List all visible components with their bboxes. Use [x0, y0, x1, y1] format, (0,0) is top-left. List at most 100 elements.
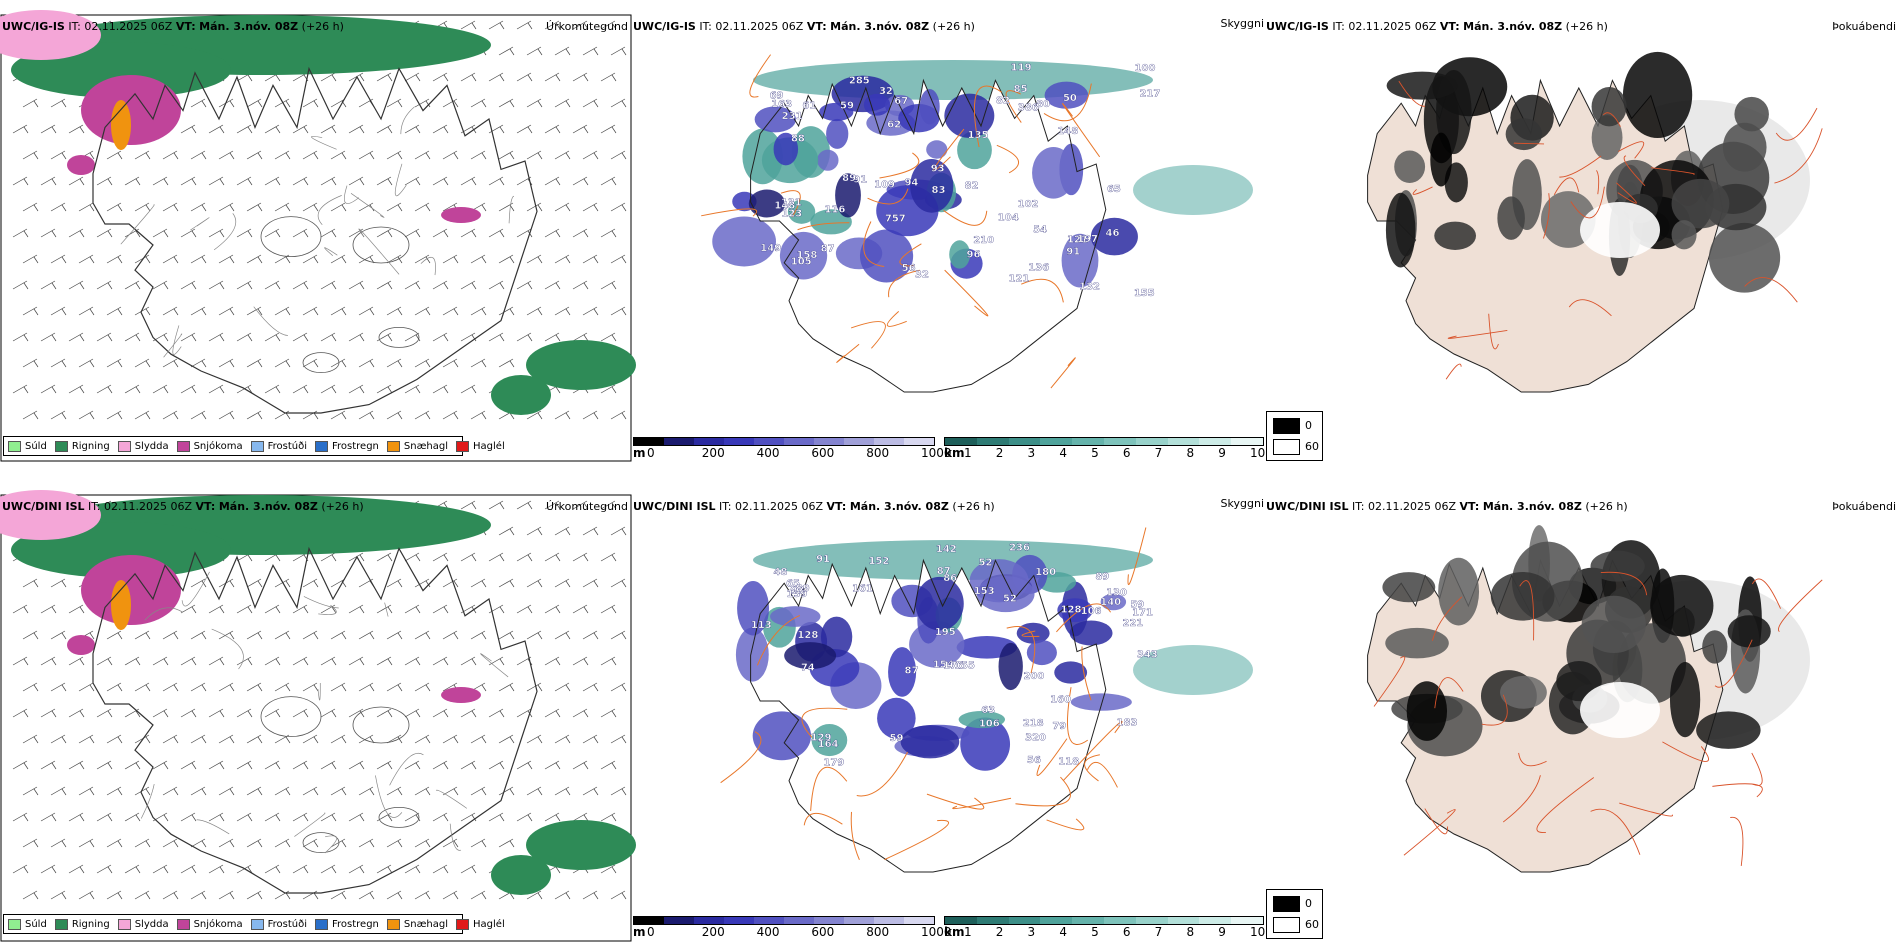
- legend-item: Snæhagl: [386, 918, 448, 930]
- wind-barb: [152, 228, 169, 238]
- visibility-ticks-bottom: km 1 2 3 4 5 6 7 8 9 10: [944, 925, 1265, 939]
- wind-barb: [442, 786, 459, 796]
- colorbar-tick-label: 0: [647, 925, 655, 939]
- wind-barb: [40, 812, 57, 822]
- wind-barb: [236, 708, 253, 718]
- colorbar-tick-label: 800: [866, 446, 890, 460]
- road-line: [1714, 639, 1753, 688]
- wind-barb: [572, 72, 589, 82]
- fog-indicator-map: [1367, 51, 1823, 393]
- ceiling-value-label: 50: [1063, 93, 1077, 104]
- wind-barb: [96, 228, 113, 238]
- field-blob: [1394, 150, 1426, 183]
- wind-barb: [190, 682, 207, 692]
- wind-barb: [544, 812, 561, 822]
- wind-barb: [582, 46, 599, 56]
- wind-barb: [414, 306, 431, 316]
- wind-barb: [498, 150, 515, 160]
- colorbar-tick-label: 8: [1186, 446, 1195, 460]
- wind-barb: [236, 760, 253, 770]
- wind-barb: [470, 838, 487, 848]
- field-blob: [949, 240, 971, 269]
- wind-barb: [218, 150, 235, 160]
- wind-barb: [68, 760, 85, 770]
- wind-barb: [554, 306, 571, 316]
- road-line: [1559, 155, 1602, 178]
- wind-barb: [498, 46, 515, 56]
- wind-barb: [330, 202, 347, 212]
- colorbar-segment: [784, 438, 814, 445]
- wind-barb: [582, 578, 599, 588]
- wind-barb: [572, 20, 589, 30]
- wind-barb: [460, 72, 477, 82]
- wind-barb: [330, 630, 347, 640]
- glacier-outline: [302, 352, 340, 374]
- wind-barb: [40, 124, 57, 134]
- road-line: [701, 208, 758, 217]
- wind-barb: [554, 630, 571, 640]
- wind-barb: [554, 786, 571, 796]
- wind-barb: [414, 734, 431, 744]
- wind-barb: [134, 734, 151, 744]
- wind-barb: [600, 500, 617, 510]
- wind-barb: [40, 332, 57, 342]
- wind-barb: [376, 864, 393, 874]
- wind-barb: [180, 228, 197, 238]
- wind-barb: [106, 682, 123, 692]
- fog-legend-top: 0 60: [1266, 411, 1323, 461]
- ceiling-value-label: 136: [1028, 263, 1049, 274]
- wind-barb: [302, 682, 319, 692]
- colorbar-tick-label: 800: [866, 925, 890, 939]
- wind-barb: [330, 890, 347, 900]
- wind-barb: [106, 786, 123, 796]
- wind-barb: [544, 124, 561, 134]
- wind-barb: [190, 358, 207, 368]
- wind-barb: [50, 358, 67, 368]
- wind-barb: [78, 410, 95, 420]
- road-line: [384, 602, 389, 617]
- road-line: [1774, 128, 1823, 184]
- legend-item: Snjókoma: [176, 440, 243, 452]
- colorbar-segment: [844, 438, 874, 445]
- wind-barb: [498, 838, 515, 848]
- wind-barb: [498, 786, 515, 796]
- wind-barb: [330, 682, 347, 692]
- wind-barb: [208, 176, 225, 186]
- wind-barb: [320, 332, 337, 342]
- colorbar-tick-label: 4: [1059, 446, 1067, 460]
- colorbar-tick-label: 2: [995, 925, 1004, 939]
- wind-barb: [274, 410, 291, 420]
- wind-barb: [180, 604, 197, 614]
- wind-barb: [78, 254, 95, 264]
- ceiling-value-label: 32: [879, 86, 893, 97]
- wind-barb: [320, 656, 337, 666]
- colorbar-segment: [874, 438, 904, 445]
- wind-barb: [190, 786, 207, 796]
- ceiling-value-label: 94: [904, 177, 918, 188]
- road-line: [1062, 103, 1101, 158]
- legend-label: Súld: [25, 918, 47, 930]
- field-blob: [1133, 645, 1253, 695]
- wind-barb: [572, 176, 589, 186]
- field-blob: [1061, 233, 1099, 288]
- colorbar-segment: [844, 917, 874, 924]
- field-blob: [0, 10, 101, 60]
- ceiling-value-label: 148: [774, 201, 795, 212]
- wind-barb: [432, 332, 449, 342]
- wind-barb: [404, 604, 421, 614]
- wind-barb: [68, 176, 85, 186]
- field-blob: [491, 855, 551, 895]
- wind-barb: [488, 124, 505, 134]
- wind-barb: [162, 358, 179, 368]
- road-line: [294, 812, 326, 837]
- field-blob: [1702, 630, 1728, 664]
- wind-barb: [600, 332, 617, 342]
- wind-barb: [246, 202, 263, 212]
- fog-high-label: 60: [1305, 918, 1319, 931]
- field-blob: [67, 635, 95, 655]
- wind-barb: [292, 760, 309, 770]
- wind-barb: [470, 786, 487, 796]
- field-blob: [526, 820, 636, 870]
- colorbar-segment: [1072, 917, 1104, 924]
- wind-barb: [302, 734, 319, 744]
